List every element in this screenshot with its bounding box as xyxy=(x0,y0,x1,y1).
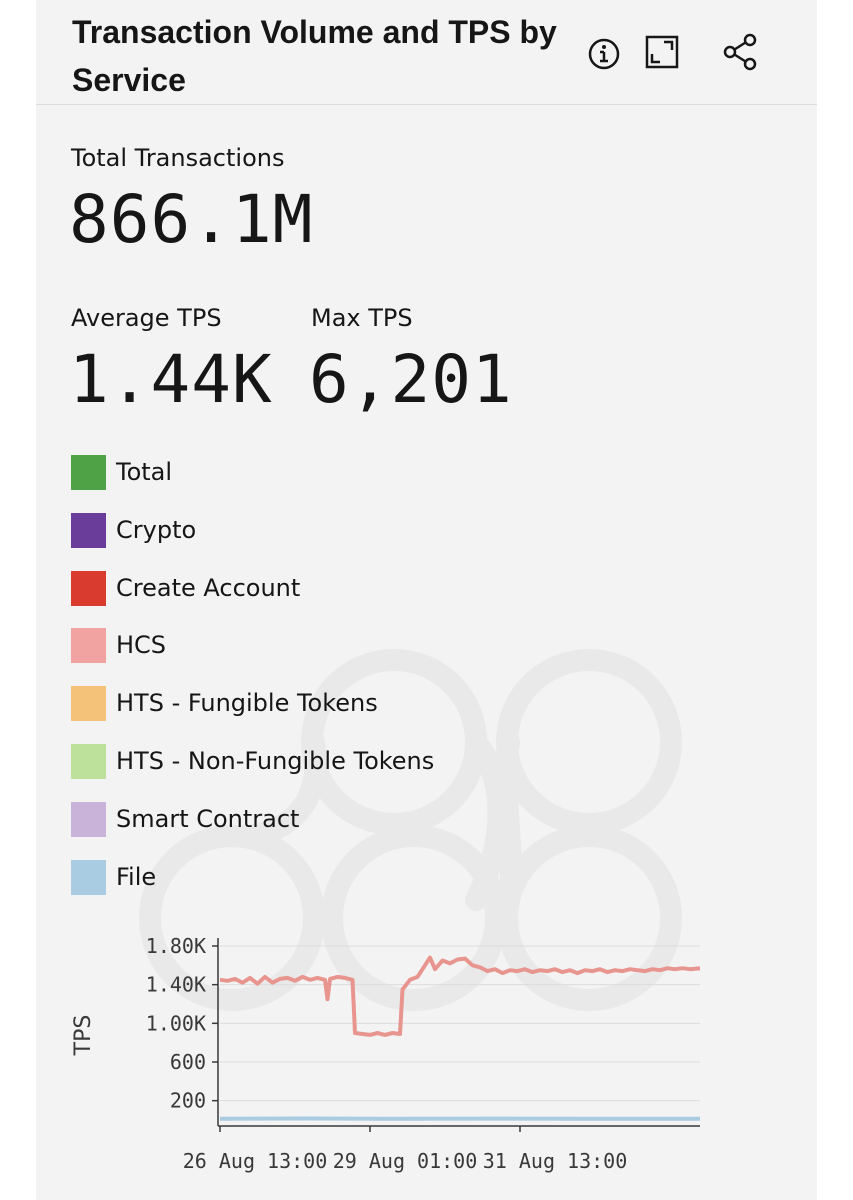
max-tps-value: 6,201 xyxy=(309,341,513,418)
legend-swatch xyxy=(71,570,106,606)
card-title: Transaction Volume and TPS by Service xyxy=(72,14,557,98)
legend-swatch xyxy=(71,686,106,722)
legend-label: Crypto xyxy=(116,515,197,544)
total-transactions-label: Total Transactions xyxy=(71,144,285,172)
x-tick-label: 26 Aug 13:00 xyxy=(183,1149,328,1173)
legend-label: HTS - Non-Fungible Tokens xyxy=(116,746,435,775)
legend-label: HCS xyxy=(116,631,167,660)
maximize-icon[interactable] xyxy=(642,32,682,72)
x-tick-label: 29 Aug 01:00 xyxy=(333,1149,478,1173)
y-tick-label: 1.80K xyxy=(146,934,206,958)
y-axis: 200 600 1.00K 1.40K 1.80K xyxy=(146,934,219,1126)
legend-swatch xyxy=(71,455,106,490)
chart-series xyxy=(219,955,701,1121)
max-tps-label: Max TPS xyxy=(311,304,413,332)
share-icon[interactable] xyxy=(720,32,760,72)
y-tick-label: 200 xyxy=(170,1089,206,1113)
legend-swatch xyxy=(71,512,106,548)
y-tick-label: 1.00K xyxy=(146,1011,206,1035)
card-header: Transaction Volume and TPS by Service xyxy=(36,0,817,105)
legend-swatch xyxy=(71,628,106,664)
tps-line-chart: 200 600 1.00K 1.40K 1.80K 26 Aug 13:00 29 Aug… xyxy=(71,934,701,1173)
total-transactions-value: 866.1M xyxy=(69,181,314,258)
legend-swatch xyxy=(71,743,106,779)
legend-swatch xyxy=(71,801,106,837)
y-tick-label: 1.40K xyxy=(146,973,206,997)
legend-swatch xyxy=(71,859,106,895)
legend-label: Total xyxy=(116,458,173,486)
chart-grid xyxy=(220,945,700,1102)
y-axis-title: TPS xyxy=(71,1015,96,1057)
chart-card: Transaction Volume and TPS by Service xyxy=(36,0,817,1200)
legend-label: Create Account xyxy=(116,573,301,602)
info-icon[interactable] xyxy=(584,32,624,72)
y-tick-label: 600 xyxy=(170,1050,206,1074)
legend-label: HTS - Fungible Tokens xyxy=(116,689,378,718)
x-tick-label: 31 Aug 13:00 xyxy=(483,1149,628,1173)
average-tps-value: 1.44K xyxy=(69,341,273,418)
series-line-hcs xyxy=(219,955,701,1037)
legend-label: Smart Contract xyxy=(116,804,300,833)
average-tps-label: Average TPS xyxy=(71,304,222,332)
x-axis: 26 Aug 13:00 29 Aug 01:00 31 Aug 13:00 xyxy=(183,1125,700,1173)
legend-label: File xyxy=(116,862,157,891)
